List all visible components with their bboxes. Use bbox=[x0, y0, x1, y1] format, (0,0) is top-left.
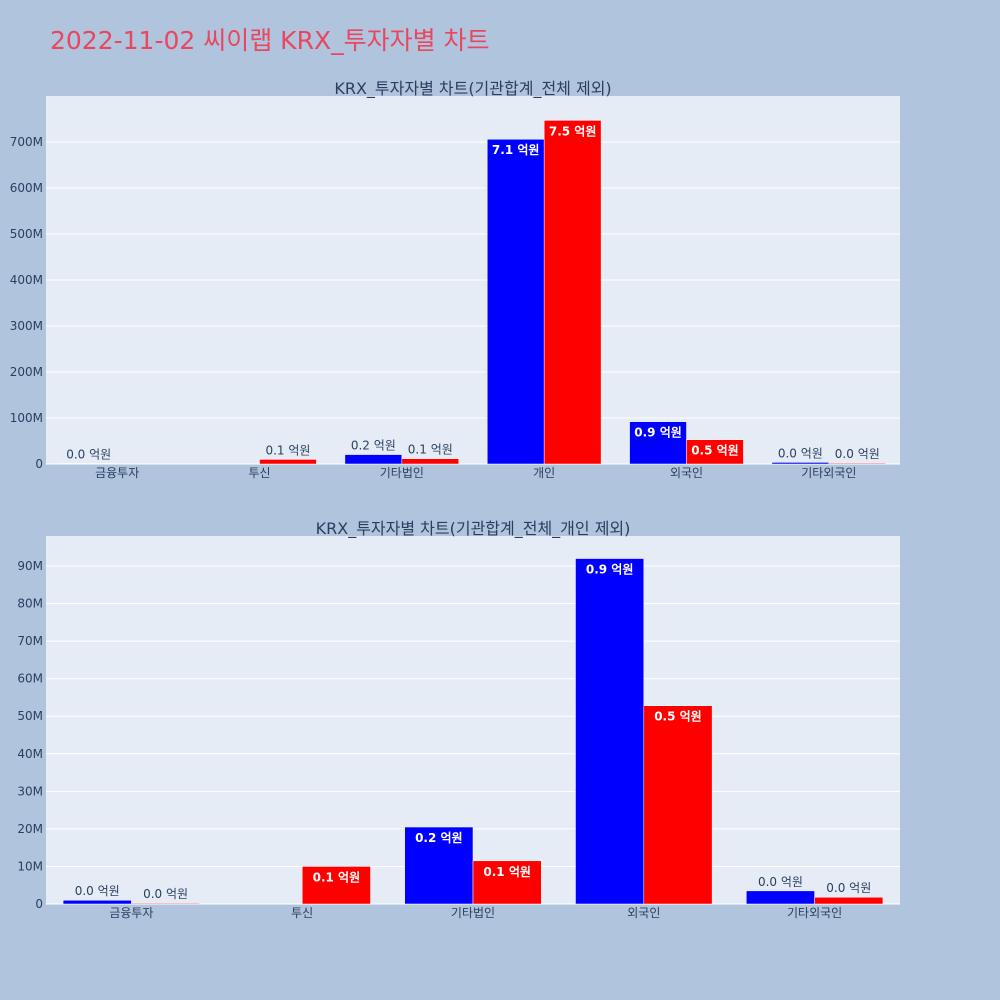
bar bbox=[686, 439, 744, 465]
bar bbox=[62, 899, 132, 905]
data-label: 0.2 억원 bbox=[415, 831, 463, 845]
bar bbox=[472, 860, 542, 905]
x-tick-label: 기타외국인 bbox=[787, 906, 842, 920]
data-label: 0.1 억원 bbox=[408, 443, 453, 457]
bar bbox=[486, 138, 545, 465]
x-tick-label: 외국인 bbox=[670, 466, 703, 480]
data-label: 0.5 억원 bbox=[691, 444, 739, 458]
main-title: 2022-11-02 씨이랩 KRX_투자자별 차트 bbox=[50, 26, 490, 55]
bar bbox=[575, 558, 645, 905]
bar bbox=[344, 454, 403, 465]
x-tick-label: 기타법인 bbox=[451, 906, 495, 920]
data-label: 0.1 억원 bbox=[313, 870, 361, 884]
data-label: 0.2 억원 bbox=[351, 439, 396, 453]
y-tick-label: 400M bbox=[10, 273, 43, 287]
bar bbox=[643, 705, 713, 905]
data-label: 0.0 억원 bbox=[143, 887, 188, 901]
bar bbox=[259, 459, 317, 465]
data-label: 0.0 억원 bbox=[826, 881, 871, 895]
y-tick-label: 60M bbox=[17, 672, 43, 686]
data-label: 0.0 억원 bbox=[758, 875, 803, 889]
bar bbox=[131, 902, 200, 905]
y-tick-label: 300M bbox=[10, 319, 43, 333]
bar bbox=[746, 890, 815, 905]
y-tick-label: 600M bbox=[10, 181, 43, 195]
chart-bottom: KRX_투자자별 차트(기관합계_전체_개인 제외) 0 10M 20M 30M 40M 5… bbox=[17, 519, 900, 920]
y-tick-label: 0 bbox=[35, 457, 43, 471]
y-tick-label: 10M bbox=[17, 859, 43, 873]
bar bbox=[301, 866, 371, 905]
data-label: 0.0 억원 bbox=[75, 884, 120, 898]
bar bbox=[401, 458, 460, 465]
data-label: 0.9 억원 bbox=[634, 426, 682, 440]
data-label: 7.1 억원 bbox=[492, 143, 540, 157]
chart-top: KRX_투자자별 차트(기관합계_전체 제외) 0 100M 200M 300M 400M… bbox=[10, 79, 900, 480]
y-tick-label: 20M bbox=[17, 822, 43, 836]
bar bbox=[771, 462, 830, 465]
y-tick-label: 100M bbox=[10, 411, 43, 425]
bar bbox=[543, 120, 602, 465]
chart-title: KRX_투자자별 차트(기관합계_전체_개인 제외) bbox=[316, 519, 631, 539]
data-label: 0.1 억원 bbox=[265, 443, 310, 457]
y-tick-label: 0 bbox=[35, 897, 43, 911]
y-tick-label: 90M bbox=[17, 559, 43, 573]
bar bbox=[828, 462, 887, 465]
x-tick-label: 투신 bbox=[291, 906, 313, 920]
y-tick-label: 700M bbox=[10, 135, 43, 149]
x-tick-label: 금융투자 bbox=[95, 466, 139, 480]
x-tick-label: 금융투자 bbox=[109, 906, 153, 920]
data-label: 0.0 억원 bbox=[835, 447, 880, 461]
y-tick-label: 80M bbox=[17, 597, 43, 611]
data-label: 0.9 억원 bbox=[586, 563, 634, 577]
data-label: 0.1 억원 bbox=[483, 865, 531, 879]
x-tick-label: 외국인 bbox=[627, 906, 660, 920]
x-tick-label: 투신 bbox=[248, 466, 270, 480]
data-label: 0.0 억원 bbox=[66, 448, 111, 462]
data-label: 7.5 억원 bbox=[549, 124, 597, 138]
bar bbox=[814, 896, 884, 905]
data-label: 0.0 억원 bbox=[778, 446, 823, 460]
y-tick-label: 40M bbox=[17, 747, 43, 761]
y-tick-label: 50M bbox=[17, 709, 43, 723]
x-tick-label: 기타외국인 bbox=[801, 466, 856, 480]
x-tick-label: 개인 bbox=[533, 466, 555, 480]
x-tick-label: 기타법인 bbox=[380, 466, 424, 480]
bar bbox=[404, 826, 474, 905]
chart-title: KRX_투자자별 차트(기관합계_전체 제외) bbox=[334, 79, 611, 99]
y-tick-label: 70M bbox=[17, 634, 43, 648]
y-tick-label: 30M bbox=[17, 784, 43, 798]
bar bbox=[629, 421, 687, 465]
y-tick-label: 200M bbox=[10, 365, 43, 379]
y-tick-label: 500M bbox=[10, 227, 43, 241]
data-label: 0.5 억원 bbox=[654, 710, 702, 724]
